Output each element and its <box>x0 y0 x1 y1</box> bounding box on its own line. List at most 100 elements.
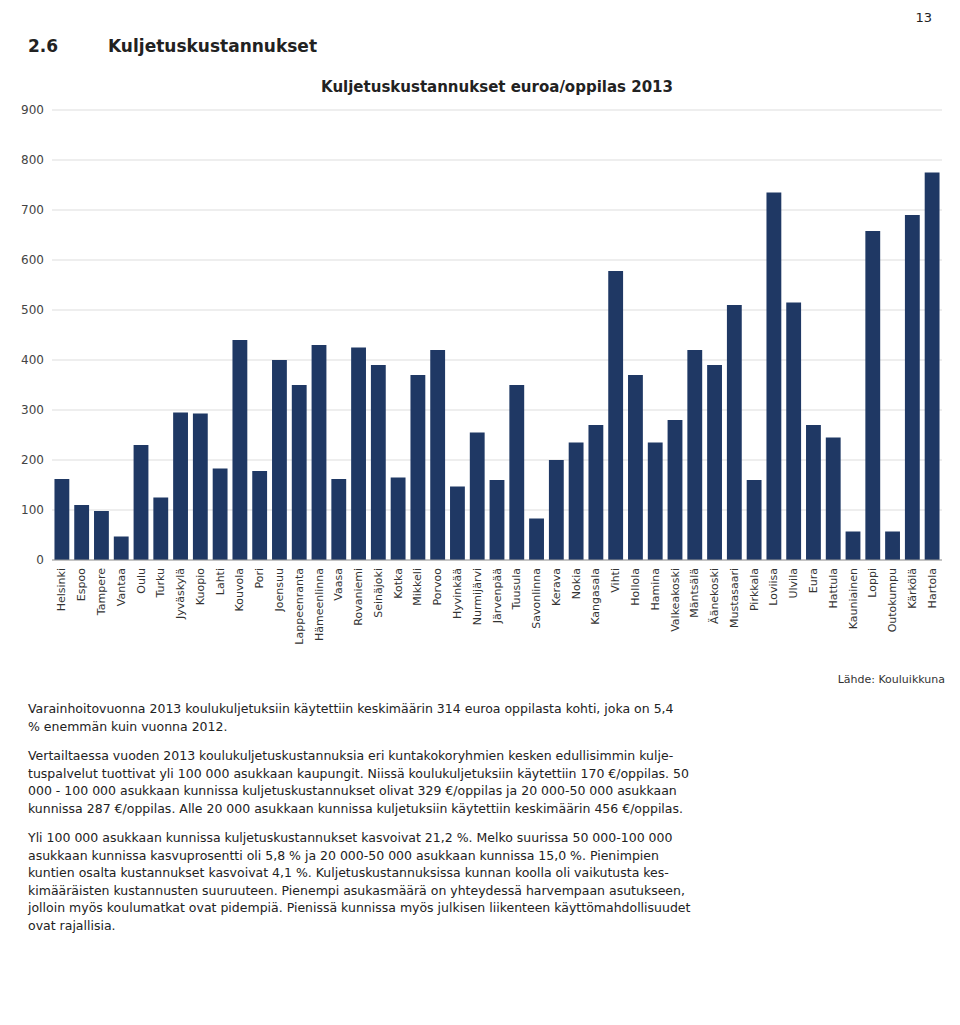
y-tick-label: 800 <box>21 153 44 167</box>
y-tick-label: 700 <box>21 203 44 217</box>
x-tick-label: Kerava <box>550 568 563 606</box>
x-tick-label: Lahti <box>214 568 227 595</box>
x-tick-label: Järvenpää <box>491 568 504 624</box>
x-tick-label: Mäntsälä <box>688 568 701 618</box>
bar <box>707 365 722 560</box>
x-tick-label: Loppi <box>866 568 879 598</box>
bar <box>806 425 821 560</box>
x-tick-label: Hämeenlinna <box>313 568 326 641</box>
paragraph: Yli 100 000 asukkaan kunnissa kuljetusku… <box>28 829 940 934</box>
bar <box>529 519 544 561</box>
page-number: 13 <box>915 10 932 25</box>
x-tick-label: Rovaniemi <box>352 568 365 626</box>
x-tick-label: Pirkkala <box>748 568 761 611</box>
grid-line <box>52 360 942 361</box>
x-tick-label: Vihti <box>609 568 622 593</box>
bar <box>371 365 386 560</box>
bar <box>588 425 603 560</box>
bar <box>153 498 168 561</box>
x-tick-label: Kärkölä <box>906 568 919 609</box>
x-tick-label: Seinäjoki <box>372 568 385 618</box>
bar <box>766 193 781 561</box>
x-tick-label: Jyväskylä <box>174 568 187 620</box>
bar <box>74 505 89 560</box>
x-tick-label: Hamina <box>649 568 662 611</box>
x-axis-line <box>52 560 942 561</box>
bar <box>727 305 742 560</box>
y-tick-label: 900 <box>21 103 44 117</box>
x-tick-label: Kauniainen <box>847 568 860 629</box>
x-tick-label: Hyvinkää <box>451 568 464 619</box>
bar <box>747 480 762 560</box>
x-tick-label: Tuusula <box>510 568 523 611</box>
x-tick-label: Porvoo <box>431 568 444 606</box>
y-tick-label: 0 <box>36 553 44 567</box>
bar <box>826 438 841 561</box>
x-tick-label: Nokia <box>570 568 583 599</box>
bar <box>94 511 109 560</box>
bar <box>54 479 69 560</box>
x-tick-label: Äänekoski <box>708 568 721 624</box>
x-tick-label: Kouvola <box>233 568 246 611</box>
bar <box>885 532 900 561</box>
x-tick-label: Vantaa <box>115 568 128 606</box>
y-grid <box>52 110 942 560</box>
bar <box>628 375 643 560</box>
y-tick-label: 100 <box>21 503 44 517</box>
bar <box>312 345 327 560</box>
bar <box>272 360 287 560</box>
x-tick-label: Hattula <box>827 568 840 608</box>
grid-line <box>52 210 942 211</box>
grid-line <box>52 560 942 561</box>
bar <box>490 480 505 560</box>
x-tick-label: Pori <box>253 568 266 589</box>
x-tick-label: Ulvila <box>787 568 800 598</box>
x-tick-label: Outokumpu <box>886 568 899 632</box>
bar <box>569 443 584 561</box>
x-tick-label: Vaasa <box>332 568 345 601</box>
x-tick-label: Espoo <box>75 568 88 601</box>
x-tick-label: Oulu <box>135 568 148 594</box>
x-tick-label: Turku <box>154 568 167 599</box>
x-tick-label: Hollola <box>629 568 642 606</box>
bar <box>430 350 445 560</box>
y-tick-label: 300 <box>21 403 44 417</box>
bar <box>391 478 406 561</box>
chart: Kuljetuskustannukset euroa/oppilas 2013 0… <box>0 70 960 695</box>
x-tick-label: Kangasala <box>589 568 602 625</box>
source-note: Lähde: Kouluikkuna <box>838 673 945 686</box>
paragraph: Varainhoitovuonna 2013 koulukuljetuksiin… <box>28 700 940 735</box>
x-tick-label: Hartola <box>926 568 939 608</box>
bar <box>351 348 366 561</box>
paragraph: Vertailtaessa vuoden 2013 koulukuljetusk… <box>28 747 940 817</box>
bar <box>846 532 861 561</box>
bar <box>865 231 880 560</box>
bar <box>252 471 267 560</box>
x-tick-label: Kotka <box>392 568 405 599</box>
x-tick-label: Tampere <box>95 568 108 616</box>
bar <box>608 271 623 560</box>
y-tick-label: 500 <box>21 303 44 317</box>
x-tick-label: Valkeakoski <box>669 568 682 632</box>
bar <box>134 445 149 560</box>
x-tick-label: Joensuu <box>273 568 286 612</box>
heading-text: Kuljetuskustannukset <box>108 36 317 56</box>
bar <box>114 537 129 561</box>
x-tick-label: Kuopio <box>194 568 207 605</box>
chart-title: Kuljetuskustannukset euroa/oppilas 2013 <box>321 78 673 96</box>
body-text: Varainhoitovuonna 2013 koulukuljetuksiin… <box>28 700 940 946</box>
bars <box>54 173 939 561</box>
grid-line <box>52 110 942 111</box>
bar <box>292 385 307 560</box>
bar <box>470 433 485 561</box>
grid-line <box>52 260 942 261</box>
x-tick-label: Eura <box>807 568 820 593</box>
bar <box>905 215 920 560</box>
grid-line <box>52 160 942 161</box>
heading: 2.6Kuljetuskustannukset <box>28 36 317 56</box>
bar <box>925 173 940 561</box>
chart-container: Kuljetuskustannukset euroa/oppilas 2013 0… <box>0 70 960 699</box>
y-tick-label: 400 <box>21 353 44 367</box>
y-tick-label: 600 <box>21 253 44 267</box>
bar <box>450 487 465 561</box>
